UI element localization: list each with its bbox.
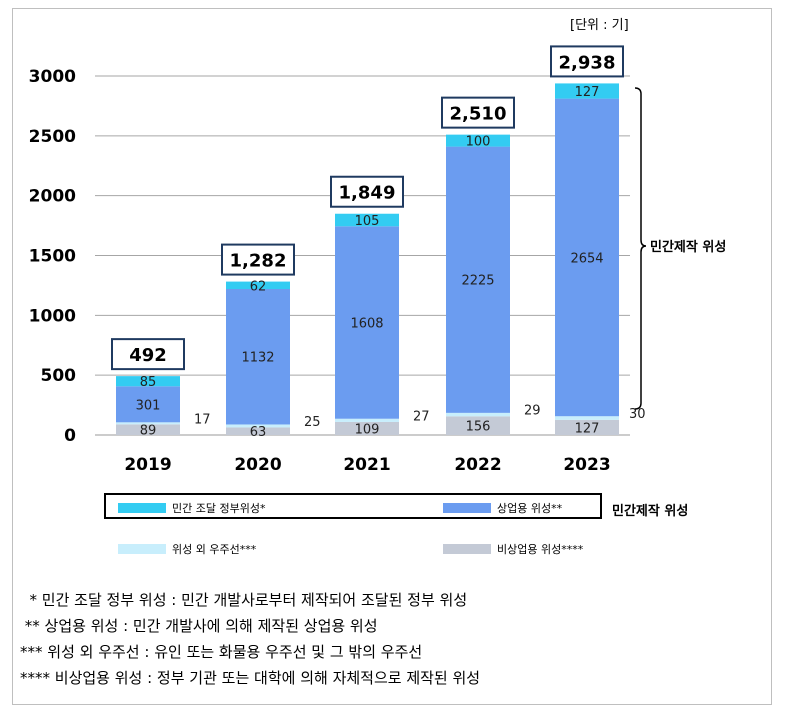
bar-segment <box>446 416 510 435</box>
bar-segment <box>335 418 399 422</box>
bar-segment <box>116 424 180 435</box>
bar-segment <box>446 134 510 147</box>
data-label: 25 <box>304 415 321 430</box>
data-label: 29 <box>524 404 541 419</box>
data-label: 2654 <box>570 251 603 266</box>
legend-label-noncommercial: 비상업용 위성**** <box>497 543 584 556</box>
unit-label: [단위 : 기] <box>570 18 629 33</box>
footnote-commercial: ** 상업용 위성 : 민간 개발사에 의해 제작된 상업용 위성 <box>20 617 378 635</box>
legend-private-box <box>104 493 602 519</box>
legend-swatch-gov <box>118 503 166 513</box>
bar-segment <box>116 422 180 425</box>
footnotes: * 민간 조달 정부 위성 : 민간 개발사로부터 제작되어 조달된 정부 위성… <box>20 587 480 691</box>
chart-frame <box>12 8 772 705</box>
data-label: 1608 <box>350 317 383 332</box>
bar-segment <box>555 419 619 435</box>
data-label: 85 <box>140 375 157 390</box>
total-label: 2,510 <box>450 104 507 125</box>
bar-segment <box>555 83 619 99</box>
footnote-spacecraft: *** 위성 외 우주선 : 유인 또는 화물용 우주선 및 그 밖의 우주선 <box>20 643 423 661</box>
x-tick-label: 2023 <box>563 455 610 475</box>
bar-segment <box>116 386 180 423</box>
x-tick-label: 2022 <box>454 455 501 475</box>
y-tick-label: 2000 <box>29 187 76 207</box>
data-label: 156 <box>466 420 491 435</box>
data-label: 2225 <box>461 274 494 289</box>
bar-segment <box>335 213 399 227</box>
bar-segment <box>226 424 290 428</box>
data-label: 89 <box>140 424 157 439</box>
data-label: 63 <box>250 425 267 440</box>
data-labels: 89 17 301 85 492 63 25 1132 62 1,282 109 27 1608 105 1… <box>111 45 646 440</box>
total-label: 2,938 <box>559 52 616 73</box>
x-tick-label: 2021 <box>343 455 390 475</box>
y-tick-label: 1500 <box>29 247 76 267</box>
private-bracket: 민간제작 위성 <box>634 87 726 410</box>
legend-swatch-noncommercial <box>443 544 491 554</box>
x-tick-label: 2020 <box>234 455 281 475</box>
total-box <box>330 175 404 208</box>
legend-label-gov: 민간 조달 정부위성* <box>172 502 266 515</box>
total-box <box>111 338 185 371</box>
legend-private-label: 민간제작 위성 <box>612 504 689 519</box>
footnote-gov: * 민간 조달 정부 위성 : 민간 개발사로부터 제작되어 조달된 정부 위성 <box>20 591 468 609</box>
footnote-noncommercial: **** 비상업용 위성 : 정부 기관 또는 대학에 의해 자체적으로 제작된… <box>20 669 481 687</box>
data-label: 27 <box>413 409 430 424</box>
legend-swatch-spacecraft <box>118 544 166 554</box>
total-box <box>441 96 515 129</box>
legend-item-noncommercial: 비상업용 위성**** <box>443 541 583 557</box>
axis-labels: 0 500 1000 1500 2000 2500 3000 2019 2020 2021 2022… <box>29 67 611 475</box>
data-label: 105 <box>355 214 380 229</box>
legend-item-gov: 민간 조달 정부위성* <box>118 500 265 516</box>
data-label: 1132 <box>241 351 274 366</box>
bar-segment <box>446 412 510 417</box>
gridlines <box>95 75 630 436</box>
bracket-label: 민간제작 위성 <box>650 239 726 255</box>
total-box <box>221 243 295 276</box>
legend-swatch-commercial <box>443 503 491 513</box>
bars <box>116 83 619 435</box>
bar-segment <box>226 427 290 435</box>
legend-item-commercial: 상업용 위성** <box>443 500 562 516</box>
y-tick-label: 3000 <box>29 67 76 87</box>
data-label: 127 <box>575 421 600 436</box>
total-label: 1,282 <box>230 251 287 272</box>
legend-label-spacecraft: 위성 외 우주선*** <box>172 543 257 556</box>
bar-segment <box>446 146 510 413</box>
legend-item-spacecraft: 위성 외 우주선*** <box>118 541 256 557</box>
y-tick-label: 2500 <box>29 127 76 147</box>
data-label: 17 <box>194 412 211 427</box>
data-label: 62 <box>250 279 267 294</box>
data-label: 109 <box>355 422 380 437</box>
bar-segment <box>335 421 399 435</box>
y-tick-label: 0 <box>64 426 76 446</box>
bar-segment <box>555 98 619 417</box>
bracket <box>634 87 647 410</box>
bar-segment <box>226 289 290 425</box>
bar-segment <box>335 226 399 419</box>
y-tick-label: 1000 <box>29 306 76 326</box>
bar-segment <box>555 416 619 420</box>
bar-segment <box>116 376 180 387</box>
total-box <box>550 45 624 78</box>
data-label: 30 <box>629 407 646 422</box>
legend-label-commercial: 상업용 위성** <box>497 502 563 515</box>
data-label: 301 <box>136 398 161 413</box>
data-label: 100 <box>466 135 491 150</box>
stacked-bar-chart: 89 17 301 85 492 63 25 1132 62 1,282 109 27 1608 105 1… <box>29 45 726 475</box>
bar-segment <box>226 281 290 290</box>
data-label: 127 <box>575 85 600 100</box>
y-tick-label: 500 <box>41 366 77 386</box>
total-label: 492 <box>129 345 167 366</box>
x-tick-label: 2019 <box>124 455 171 475</box>
total-label: 1,849 <box>339 183 396 204</box>
